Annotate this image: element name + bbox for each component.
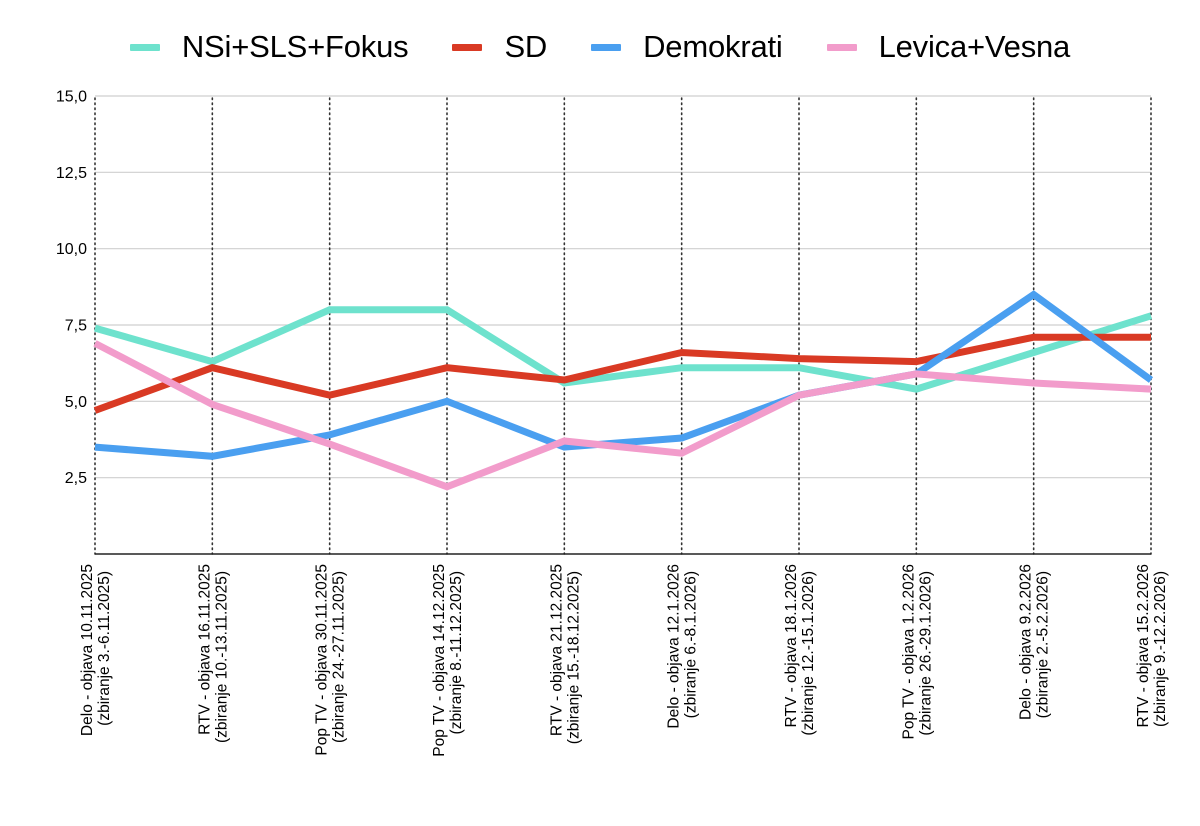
x-tick-label-line1: RTV - objava 15.2.2026 [1135,564,1152,727]
x-tick-label-line1: Delo - objava 9.2.2026 [1018,564,1035,720]
legend-label: Demokrati [643,29,783,64]
x-tick-label: Pop TV - objava 14.12.2025 (zbiranje 8.-1… [431,564,465,757]
chart-legend: NSi+SLS+Fokus SD Demokrati Levica+Vesna [0,22,1200,72]
x-tick-label-line2: (zbiranje 15.-18.12.2025) [565,571,582,744]
legend-swatch-demokrati [591,43,622,51]
x-tick-label-line1: Delo - objava 12.1.2026 [666,564,683,729]
legend-swatch-levica-vesna [826,43,857,51]
x-tick-label: Pop TV - objava 1.2.2026 (zbiranje 26.-29… [900,564,934,740]
y-tick-label: 7,5 [65,318,87,335]
x-tick-label-line1: Pop TV - objava 30.11.2025 [314,564,331,756]
x-tick-label-line2: (zbiranje 10.-13.11.2025) [213,571,230,743]
y-axis-ticks: 2,5 5,0 7,5 10,0 12,5 15,0 [56,89,87,488]
x-tick-label-line2: (zbiranje 9.-12.2.2026) [1152,571,1169,727]
x-tick-label: RTV - objava 16.11.2025 (zbiranje 10.-13.… [196,564,230,743]
series-line-demokrati [94,290,1154,460]
series-lines [93,290,1154,491]
x-tick-label: RTV - objava 21.12.2025 (zbiranje 15.-18.… [548,564,582,744]
legend-item-sd[interactable]: SD [452,30,547,64]
x-tick-label-line2: (zbiranje 2.-5.2.2026) [1035,571,1052,718]
x-tick-label-line2: (zbiranje 26.-29.1.2026) [917,571,934,736]
legend-item-nsi-sls-fokus[interactable]: NSi+SLS+Fokus [129,29,409,64]
legend-swatch-sd [452,43,483,51]
x-tick-label-line2: (zbiranje 24.-27.11.2025) [331,571,348,743]
x-tick-label: Delo - objava 10.11.2025 (zbiranje 3.-6.1… [79,564,113,736]
legend-label: Levica+Vesna [878,29,1071,64]
x-tick-label-line1: Pop TV - objava 1.2.2026 [900,564,917,740]
x-tick-label-line1: RTV - objava 16.11.2025 [196,564,213,735]
x-tick-label: RTV - objava 18.1.2026 (zbiranje 12.-15.1… [783,564,817,736]
x-tick-label-line2: (zbiranje 12.-15.1.2026) [800,571,817,736]
x-tick-label-line1: Delo - objava 10.11.2025 [79,564,96,736]
y-tick-label: 5,0 [65,394,87,411]
x-tick-label-line2: (zbiranje 3.-6.11.2025) [96,571,113,726]
series-line-levica-vesna [93,340,1152,491]
gridlines [95,95,1151,479]
category-gridlines [94,97,1152,555]
y-tick-label: 12,5 [56,165,87,182]
legend-label: NSi+SLS+Fokus [181,29,409,64]
series-line-sd [93,333,1151,414]
x-tick-label-line2: (zbiranje 6.-8.1.2026) [683,571,700,718]
legend-item-demokrati[interactable]: Demokrati [591,29,783,64]
x-tick-label-line1: RTV - objava 18.1.2026 [783,564,800,727]
series-line-nsi-sls-fokus [94,306,1153,393]
x-axis-ticks: Delo - objava 10.11.2025 (zbiranje 3.-6.1… [79,564,1169,757]
x-tick-label: RTV - objava 15.2.2026 (zbiranje 9.-12.2.… [1135,564,1169,727]
legend-swatch-nsi-sls-fokus [129,43,160,51]
x-tick-label: Delo - objava 9.2.2026 (zbiranje 2.-5.2.2… [1018,564,1052,720]
x-tick-label-line1: RTV - objava 21.12.2025 [548,564,565,736]
y-tick-label: 2,5 [65,470,87,487]
legend-item-levica-vesna[interactable]: Levica+Vesna [826,29,1071,64]
x-tick-label: Pop TV - objava 30.11.2025 (zbiranje 24.-… [314,564,348,756]
x-tick-label: Delo - objava 12.1.2026 (zbiranje 6.-8.1.… [666,564,700,729]
x-tick-label-line2: (zbiranje 8.-11.12.2025) [448,571,465,734]
x-tick-label-line1: Pop TV - objava 14.12.2025 [431,564,448,757]
y-tick-label: 15,0 [56,89,87,106]
y-tick-label: 10,0 [56,241,87,258]
legend-label: SD [504,29,548,64]
